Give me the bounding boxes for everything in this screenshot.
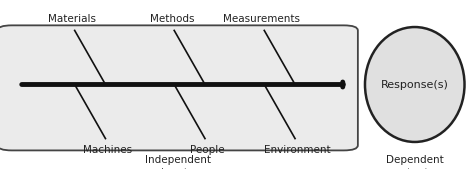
Text: Response(s): Response(s)	[381, 79, 449, 90]
Text: Machines: Machines	[83, 145, 132, 155]
Text: People: People	[190, 145, 225, 155]
FancyBboxPatch shape	[0, 25, 358, 150]
Text: Measurements: Measurements	[223, 14, 301, 24]
Text: Methods: Methods	[150, 14, 194, 24]
Text: Materials: Materials	[48, 14, 96, 24]
Text: Dependent
outputs
(Y): Dependent outputs (Y)	[386, 155, 444, 169]
Text: Independent
inputs
(X): Independent inputs (X)	[145, 155, 211, 169]
Text: Environment: Environment	[264, 145, 331, 155]
Ellipse shape	[365, 27, 465, 142]
